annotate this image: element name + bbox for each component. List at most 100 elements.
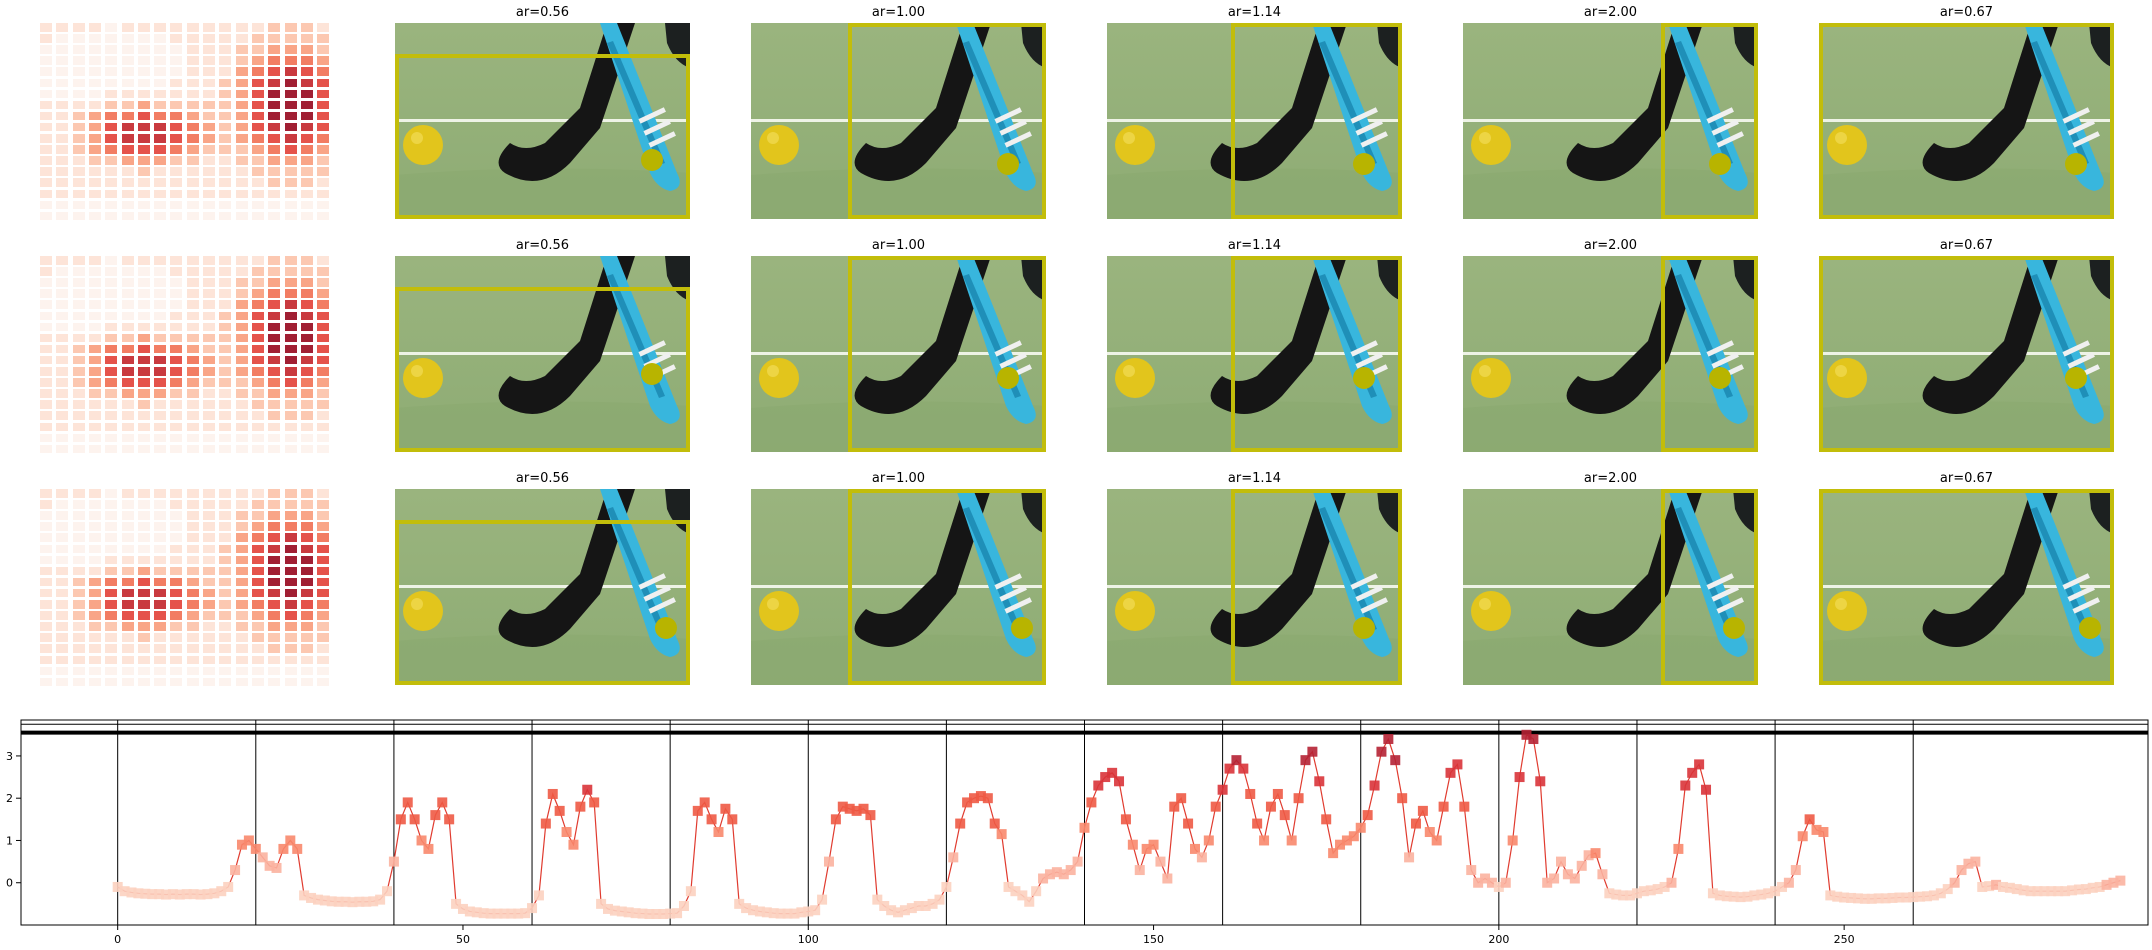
heatmap-cell	[170, 211, 183, 221]
data-point-marker	[499, 908, 510, 919]
heatmap-cell	[203, 378, 215, 387]
heatmap-cell	[284, 367, 297, 376]
heatmap-cell	[284, 89, 297, 99]
heatmap-cell	[137, 134, 150, 143]
keypoint-dot	[996, 366, 1019, 389]
heatmap-cell	[235, 100, 248, 110]
heatmap-cell	[268, 666, 281, 676]
heatmap-cell	[186, 655, 199, 664]
heatmap-cell	[203, 511, 215, 520]
heatmap-cell	[317, 600, 330, 609]
data-point-marker	[1749, 890, 1760, 901]
heatmap-cell	[317, 189, 330, 198]
heatmap-cell	[219, 566, 232, 576]
heatmap-cell	[121, 278, 134, 287]
crop-panel-title: ar=2.00	[1583, 5, 1638, 20]
heatmap-cell	[154, 544, 167, 553]
heatmap-cell	[203, 278, 215, 287]
heatmap-cell	[268, 588, 281, 598]
heatmap-cell	[203, 67, 215, 76]
heatmap-cell	[40, 389, 52, 398]
keypoint-dot	[640, 149, 663, 172]
heatmap-cell	[170, 666, 183, 676]
heatmap-cell	[154, 378, 167, 387]
data-point-marker	[975, 791, 986, 802]
heatmap-cell	[40, 611, 52, 620]
heatmap-cell	[317, 566, 330, 576]
heatmap-cell	[105, 89, 118, 99]
heatmap-cell	[105, 256, 118, 265]
heatmap-cell	[268, 500, 281, 509]
data-point-marker	[817, 894, 828, 905]
heatmap-cell	[154, 100, 167, 110]
heatmap-cell	[72, 522, 85, 531]
keypoint-dot	[1352, 366, 1375, 389]
heatmap-cell	[317, 588, 330, 598]
heatmap-cell	[105, 355, 118, 365]
data-point-marker	[188, 889, 199, 900]
data-point-marker	[195, 889, 206, 900]
data-point-marker	[1383, 734, 1394, 745]
heatmap-cell	[284, 611, 297, 620]
data-point-marker	[637, 908, 648, 919]
heatmap-cell	[154, 256, 167, 265]
heatmap-cell	[88, 311, 101, 320]
heatmap-cell	[154, 622, 167, 631]
heatmap-cell	[137, 422, 150, 431]
heatmap-cell	[186, 211, 199, 221]
heatmap-cell	[105, 122, 118, 132]
data-point-marker	[1811, 824, 1822, 835]
heatmap-cell	[186, 555, 199, 565]
heatmap-cell	[72, 677, 85, 687]
heatmap-cell	[56, 56, 69, 65]
data-point-marker	[713, 827, 724, 838]
heatmap-cell	[137, 600, 150, 609]
data-point-marker	[1935, 888, 1946, 899]
data-point-marker	[1611, 889, 1622, 900]
crop-panel-title: ar=0.67	[1939, 471, 1994, 486]
heatmap-cell	[317, 489, 330, 498]
heatmap-cell	[284, 322, 297, 332]
heatmap-cell	[56, 78, 69, 87]
data-point-marker	[2067, 885, 2078, 896]
heatmap-cell	[121, 511, 134, 520]
data-point-marker	[1735, 892, 1746, 903]
data-point-marker	[312, 894, 323, 905]
heatmap-cell	[186, 622, 199, 631]
heatmap-cell	[186, 300, 199, 309]
heatmap-cell	[154, 367, 167, 376]
heatmap-cell	[121, 344, 134, 354]
heatmap-cell	[137, 167, 150, 176]
heatmap-cell	[105, 500, 118, 509]
heatmap-cell	[154, 211, 167, 221]
heatmap-cell	[154, 122, 167, 132]
heatmap-cell	[317, 577, 330, 587]
heatmap-cell	[268, 522, 281, 531]
heatmap-cell	[137, 89, 150, 99]
heatmap-cell	[203, 444, 215, 454]
heatmap-cell	[154, 89, 167, 99]
heatmap-cell	[56, 367, 69, 376]
heatmap-cell	[251, 622, 264, 631]
data-point-marker	[1093, 780, 1104, 791]
heatmap-cell	[72, 333, 85, 343]
heatmap-cell	[317, 311, 330, 320]
heatmap-cell	[284, 600, 297, 609]
data-point-marker	[727, 814, 738, 825]
heatmap-cell	[170, 145, 183, 154]
heatmap-cell	[219, 145, 232, 154]
heatmap-cell	[154, 134, 167, 143]
heatmap-cell	[203, 256, 215, 265]
heatmap-cell	[300, 200, 313, 210]
data-point-marker	[1549, 873, 1560, 884]
heatmap-cell	[56, 489, 69, 498]
keypoint-dot	[2079, 617, 2102, 640]
crop-box	[1660, 489, 1758, 685]
heatmap-cell	[268, 600, 281, 609]
data-point-marker	[1417, 805, 1428, 816]
data-point-marker	[1894, 892, 1905, 903]
data-point-marker	[292, 843, 303, 854]
data-point-marker	[782, 908, 793, 919]
heatmap-cell	[284, 533, 297, 542]
heatmap-cell	[105, 522, 118, 531]
